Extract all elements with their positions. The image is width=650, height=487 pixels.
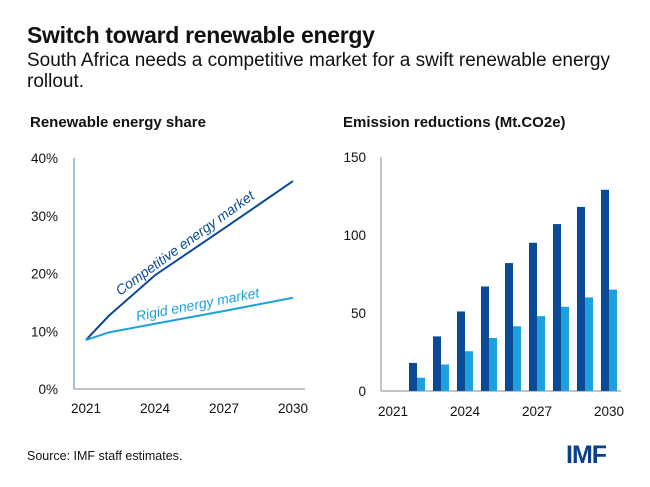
- imf-logo: IMF: [566, 441, 607, 469]
- series-label-rigid: Rigid energy market: [135, 284, 262, 324]
- bar-2022-dark: [409, 362, 417, 391]
- y-tick-label: 0%: [38, 382, 58, 397]
- bar-2022-light: [417, 377, 425, 391]
- x-tick-label: 2027: [522, 404, 552, 419]
- bar-2025-light: [489, 337, 497, 391]
- bar-2028-dark: [553, 224, 561, 391]
- x-tick-label: 2024: [140, 401, 171, 416]
- bar-2024-light: [465, 351, 473, 391]
- bar-2030-light: [609, 289, 617, 391]
- y-tick-label: 50: [351, 306, 366, 321]
- y-tick-label: 40%: [31, 151, 58, 166]
- bar-2024-dark: [457, 311, 465, 391]
- subtitle: South Africa needs a competitive market …: [27, 50, 610, 92]
- bar-2023-light: [441, 364, 449, 391]
- y-tick-label: 150: [343, 150, 366, 165]
- bar-2030-dark: [601, 189, 609, 391]
- bar-2029-dark: [577, 206, 585, 391]
- source-note: Source: IMF staff estimates.: [27, 449, 183, 463]
- series-label-competitive: Competitive energy market: [112, 187, 258, 299]
- y-tick-label: 30%: [31, 209, 58, 224]
- series-line-rigid: [85, 296, 294, 341]
- bar-2025-dark: [481, 286, 489, 391]
- bar-2026-light: [513, 326, 521, 391]
- bar-2028-light: [561, 306, 569, 391]
- bar-2027-light: [537, 316, 545, 391]
- series-line-competitive: [85, 180, 294, 341]
- bar-2023-dark: [433, 336, 441, 391]
- bar-2027-dark: [529, 242, 537, 391]
- bar-chart-title: Emission reductions (Mt.CO2e): [343, 114, 566, 131]
- x-tick-label: 2024: [450, 404, 481, 419]
- y-tick-label: 100: [343, 228, 366, 243]
- page-title: Switch toward renewable energy: [27, 22, 375, 48]
- line-chart-title: Renewable energy share: [30, 114, 206, 131]
- y-tick-label: 10%: [31, 324, 58, 339]
- x-tick-label: 2021: [71, 401, 101, 416]
- y-tick-label: 20%: [31, 267, 58, 282]
- x-tick-label: 2030: [278, 401, 308, 416]
- x-tick-label: 2027: [209, 401, 239, 416]
- bar-2026-dark: [505, 263, 513, 391]
- x-tick-label: 2021: [378, 404, 408, 419]
- bar-2029-light: [585, 297, 593, 391]
- y-tick-label: 0: [358, 384, 366, 399]
- x-tick-label: 2030: [594, 404, 624, 419]
